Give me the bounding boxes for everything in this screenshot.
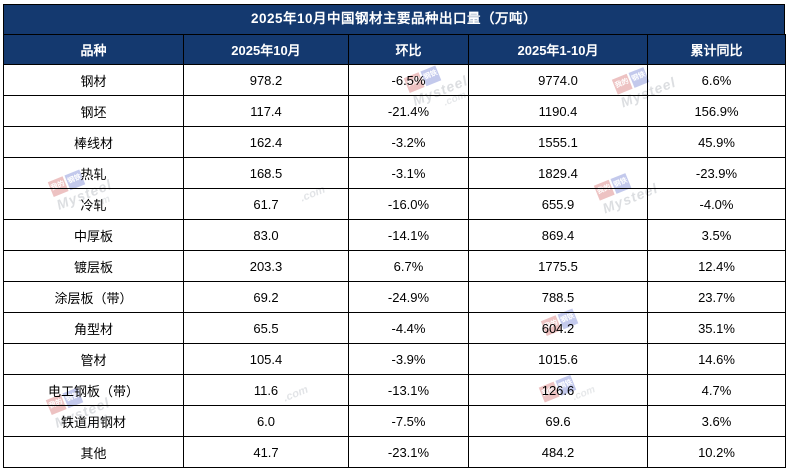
data-cell: 484.2 [468,436,648,468]
table-row-railway-steel: 铁道用钢材 6.0 -7.5% 69.6 3.6% [3,405,786,437]
data-cell: -23.1% [348,436,469,468]
steel-billet-link[interactable]: 钢坯 [3,95,184,127]
data-cell: 69.6 [468,405,648,437]
data-cell: 1190.4 [468,95,648,127]
table-row-hot-rolled: 热轧 168.5 -3.1% 1829.4 -23.9% [3,157,786,189]
data-cell: 1829.4 [468,157,648,189]
data-cell: -23.9% [647,157,786,189]
steel-export-table: 品种 2025年10月 环比 2025年1-10月 累计同比 钢材 978.2 … [3,34,786,468]
row-label: 角型材 [3,312,184,344]
data-cell: 9774.0 [468,64,648,96]
data-cell: 655.9 [468,188,648,220]
col-header-oct-2025: 2025年10月 [183,34,349,65]
row-label: 中厚板 [3,219,184,251]
col-header-mom: 环比 [348,34,469,65]
data-cell: 6.7% [348,250,469,282]
data-cell: 69.2 [183,281,349,313]
data-cell: 203.3 [183,250,349,282]
data-cell: -4.4% [348,312,469,344]
table-row-cold-rolled: 冷轧 61.7 -16.0% 655.9 -4.0% [3,188,786,220]
data-cell: 11.6 [183,374,349,406]
table-row-coated-plate: 镀层板 203.3 6.7% 1775.5 12.4% [3,250,786,282]
data-cell: 83.0 [183,219,349,251]
data-cell: 3.5% [647,219,786,251]
data-cell: 4.7% [647,374,786,406]
row-label: 其他 [3,436,184,468]
data-cell: 1015.6 [468,343,648,375]
data-cell: 168.5 [183,157,349,189]
data-cell: 65.5 [183,312,349,344]
data-cell: -3.1% [348,157,469,189]
data-cell: 14.6% [647,343,786,375]
table-row-electrical-sheet: 电工钢板（带） 11.6 -13.1% 126.6 4.7% [3,374,786,406]
row-label: 管材 [3,343,184,375]
data-cell: 117.4 [183,95,349,127]
data-cell: -24.9% [348,281,469,313]
data-cell: 162.4 [183,126,349,158]
table-row-other: 其他 41.7 -23.1% 484.2 10.2% [3,436,786,468]
data-cell: 126.6 [468,374,648,406]
data-cell: 6.6% [647,64,786,96]
row-label: 冷轧 [3,188,184,220]
data-cell: 10.2% [647,436,786,468]
col-header-cum-yoy: 累计同比 [647,34,786,65]
data-cell: -13.1% [348,374,469,406]
table-row-medium-plate: 中厚板 83.0 -14.1% 869.4 3.5% [3,219,786,251]
row-label: 棒线材 [3,126,184,158]
table-title: 2025年10月中国钢材主要品种出口量（万吨） [3,4,785,34]
data-cell: -16.0% [348,188,469,220]
table-row-pipe: 管材 105.4 -3.9% 1015.6 14.6% [3,343,786,375]
table-row-steel: 钢材 978.2 -6.5% 9774.0 6.6% [3,64,786,96]
data-cell: 604.2 [468,312,648,344]
data-cell: 788.5 [468,281,648,313]
row-label: 涂层板（带） [3,281,184,313]
row-label: 铁道用钢材 [3,405,184,437]
data-cell: 105.4 [183,343,349,375]
data-cell: -21.4% [348,95,469,127]
data-cell: 12.4% [647,250,786,282]
table-row-bar-wire: 棒线材 162.4 -3.2% 1555.1 45.9% [3,126,786,158]
row-label: 镀层板 [3,250,184,282]
table-row-billet: 钢坯 117.4 -21.4% 1190.4 156.9% [3,95,786,127]
data-cell: 978.2 [183,64,349,96]
data-cell: 1775.5 [468,250,648,282]
data-cell: 1555.1 [468,126,648,158]
data-cell: -4.0% [647,188,786,220]
data-cell: 23.7% [647,281,786,313]
row-label: 钢材 [3,64,184,96]
data-cell: 35.1% [647,312,786,344]
data-cell: -3.2% [348,126,469,158]
row-label: 热轧 [3,157,184,189]
data-cell: 6.0 [183,405,349,437]
data-cell: 41.7 [183,436,349,468]
data-cell: -3.9% [348,343,469,375]
data-cell: 156.9% [647,95,786,127]
data-cell: -6.5% [348,64,469,96]
col-header-jan-oct-2025: 2025年1-10月 [468,34,648,65]
header-row: 品种 2025年10月 环比 2025年1-10月 累计同比 [3,34,786,65]
table-row-angle-section: 角型材 65.5 -4.4% 604.2 35.1% [3,312,786,344]
col-header-variety: 品种 [3,34,184,65]
data-cell: 3.6% [647,405,786,437]
data-cell: 45.9% [647,126,786,158]
export-table-sheet: 2025年10月中国钢材主要品种出口量（万吨） 品种 2025年10月 环比 2… [3,4,786,468]
data-cell: 869.4 [468,219,648,251]
data-cell: -14.1% [348,219,469,251]
row-label: 电工钢板（带） [3,374,184,406]
table-row-color-coated: 涂层板（带） 69.2 -24.9% 788.5 23.7% [3,281,786,313]
data-cell: 61.7 [183,188,349,220]
data-cell: -7.5% [348,405,469,437]
